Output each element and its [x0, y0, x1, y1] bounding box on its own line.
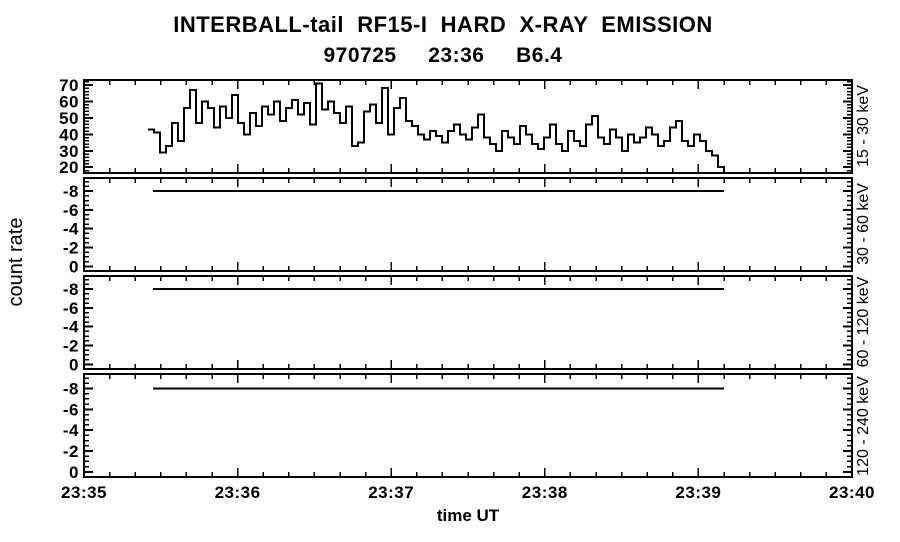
chart-title: INTERBALL-tail RF15-I HARD X-RAY EMISSIO… — [173, 12, 713, 37]
y-tick-label: -6 — [63, 400, 79, 419]
y-tick-label: -4 — [63, 220, 79, 239]
y-tick-label: 30 — [59, 142, 79, 161]
y-tick-label: 0 — [69, 355, 79, 374]
y-tick-label: -4 — [63, 421, 79, 440]
x-axis-title: time UT — [437, 506, 500, 525]
y-tick-label: -2 — [63, 337, 79, 356]
y-tick-label: -8 — [63, 182, 79, 201]
y-tick-label: 50 — [59, 109, 79, 128]
y-tick-label: -8 — [63, 380, 79, 399]
y-tick-label: 40 — [59, 125, 79, 144]
y-tick-label: -2 — [63, 442, 79, 461]
count-rate-trace — [148, 82, 725, 172]
energy-band-label-1: 15 - 30 keV — [855, 85, 872, 167]
energy-band-label-4: 120 - 240 keV — [855, 376, 872, 476]
y-tick-label: 0 — [69, 257, 79, 276]
y-tick-label: 70 — [59, 76, 79, 95]
y-tick-label: 60 — [59, 92, 79, 111]
x-tick-label: 23:37 — [368, 483, 414, 502]
y-tick-label: 0 — [69, 463, 79, 482]
y-axis-title: count rate — [5, 218, 27, 307]
y-tick-label: -4 — [63, 318, 79, 337]
x-tick-label: 23:38 — [522, 483, 568, 502]
y-tick-label: -6 — [63, 201, 79, 220]
x-tick-label: 23:40 — [829, 483, 875, 502]
y-tick-label: -8 — [63, 280, 79, 299]
y-tick-label: 20 — [59, 158, 79, 177]
energy-band-label-3: 60 - 120 keV — [855, 276, 872, 367]
panel-frame — [83, 79, 853, 174]
chart-subtitle: 970725 23:36 B6.4 — [323, 44, 563, 67]
energy-band-label-2: 30 - 60 keV — [855, 183, 872, 265]
x-tick-label: 23:39 — [675, 483, 721, 502]
x-tick-label: 23:36 — [215, 483, 261, 502]
y-tick-label: -6 — [63, 299, 79, 318]
x-tick-label: 23:35 — [61, 483, 107, 502]
y-tick-label: -2 — [63, 239, 79, 258]
